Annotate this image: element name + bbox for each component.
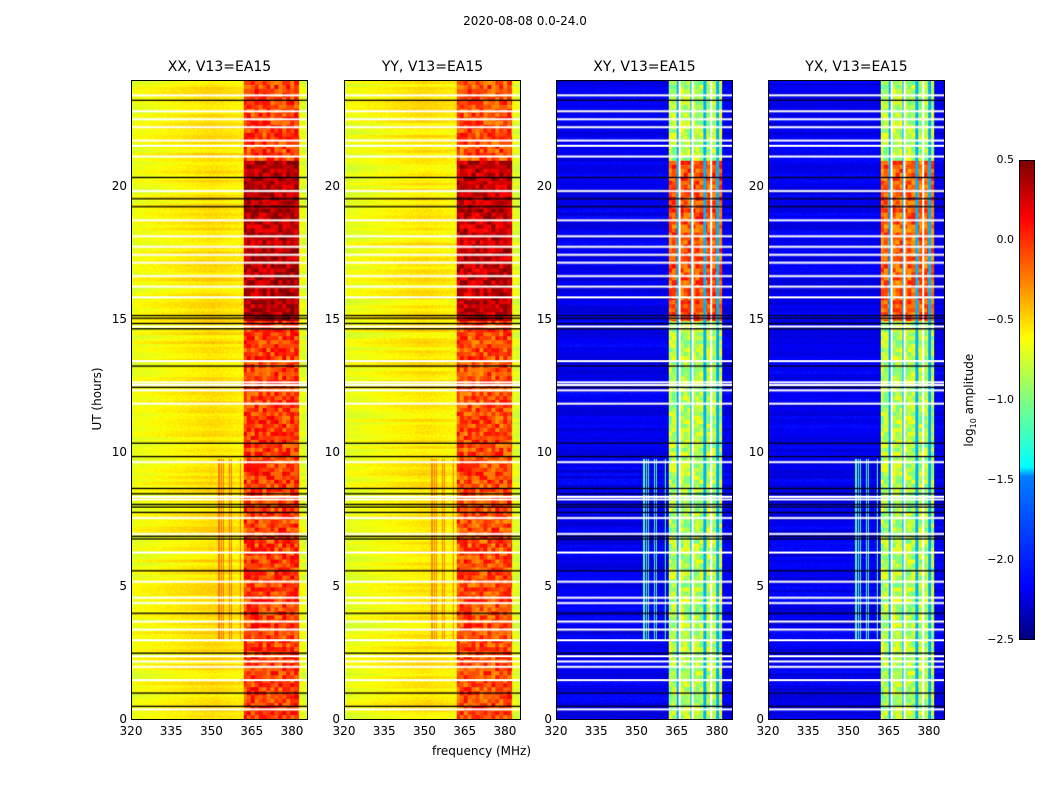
y-tick-label: 5 xyxy=(544,578,552,593)
heatmap-cells xyxy=(769,81,944,719)
x-tick-label: 320 xyxy=(332,724,356,738)
y-tick-label: 0 xyxy=(544,712,552,726)
colorbar-tick-label: −0.5 xyxy=(987,313,1014,326)
y-tick-label: 0 xyxy=(332,712,340,726)
y-tick-label: 20 xyxy=(111,178,127,193)
panel-title: XX, V13=EA15 xyxy=(167,59,272,75)
x-tick-label: 365 xyxy=(240,724,264,738)
x-tick-label: 335 xyxy=(584,724,608,738)
y-tick-label: 20 xyxy=(748,178,764,193)
x-tick-label: 365 xyxy=(665,724,689,738)
colorbar-tick-label: −2.0 xyxy=(987,553,1014,566)
y-tick-label: 0 xyxy=(119,712,127,726)
x-tick-label: 380 xyxy=(705,724,729,738)
figure-title: 2020-08-08 0.0-24.0 xyxy=(463,14,587,28)
y-tick-label: 5 xyxy=(332,578,340,593)
y-tick-label: 20 xyxy=(536,178,552,193)
heatmap-panel-3 xyxy=(768,80,945,720)
x-tick-label: 320 xyxy=(756,724,780,738)
x-tick-label: 335 xyxy=(796,724,820,738)
x-tick-label: 365 xyxy=(877,724,901,738)
y-axis-label: UT (hours) xyxy=(90,367,104,431)
y-tick-label: 5 xyxy=(119,578,127,593)
y-tick-label: 10 xyxy=(324,445,340,460)
colorbar-tick-label: −1.5 xyxy=(987,473,1014,486)
colorbar xyxy=(1019,160,1035,640)
panel-title: YX, V13=EA15 xyxy=(805,59,908,75)
y-tick-label: 15 xyxy=(536,312,552,326)
heatmap-panel-0 xyxy=(131,80,308,720)
heatmap-cells xyxy=(345,81,520,719)
x-tick-label: 380 xyxy=(280,724,304,738)
x-tick-label: 335 xyxy=(159,724,183,738)
x-tick-label: 380 xyxy=(917,724,941,738)
heatmap-panel-1 xyxy=(344,80,521,720)
heatmap-cells xyxy=(132,81,307,719)
x-tick-label: 335 xyxy=(372,724,396,738)
y-tick-label: 10 xyxy=(536,445,552,460)
x-tick-label: 350 xyxy=(625,724,648,738)
y-tick-label: 5 xyxy=(756,578,764,593)
x-tick-label: 350 xyxy=(413,724,436,738)
colorbar-tick-label: −1.0 xyxy=(987,393,1014,406)
panel-title: YY, V13=EA15 xyxy=(381,59,484,75)
heatmap-cells xyxy=(557,81,732,719)
x-tick-label: 320 xyxy=(119,724,143,738)
x-tick-label: 320 xyxy=(544,724,568,738)
y-tick-label: 10 xyxy=(748,445,764,460)
x-tick-label: 380 xyxy=(493,724,517,738)
panel-title: XY, V13=EA15 xyxy=(593,59,696,75)
y-tick-label: 15 xyxy=(324,312,340,326)
y-tick-label: 20 xyxy=(324,178,340,193)
y-tick-label: 0 xyxy=(756,712,764,726)
x-axis-label: frequency (MHz) xyxy=(432,744,532,758)
colorbar-label: log10 amplitude xyxy=(961,353,979,447)
heatmap-panel-2 xyxy=(556,80,733,720)
colorbar-tick-label: 0.0 xyxy=(996,233,1015,246)
x-tick-label: 350 xyxy=(837,724,860,738)
x-tick-label: 365 xyxy=(453,724,477,738)
colorbar-tick-label: −2.5 xyxy=(987,633,1014,646)
y-tick-label: 15 xyxy=(748,312,764,326)
y-tick-label: 15 xyxy=(111,312,127,326)
colorbar-tick-label: 0.5 xyxy=(996,153,1015,166)
x-tick-label: 350 xyxy=(200,724,223,738)
y-tick-label: 10 xyxy=(111,445,127,460)
